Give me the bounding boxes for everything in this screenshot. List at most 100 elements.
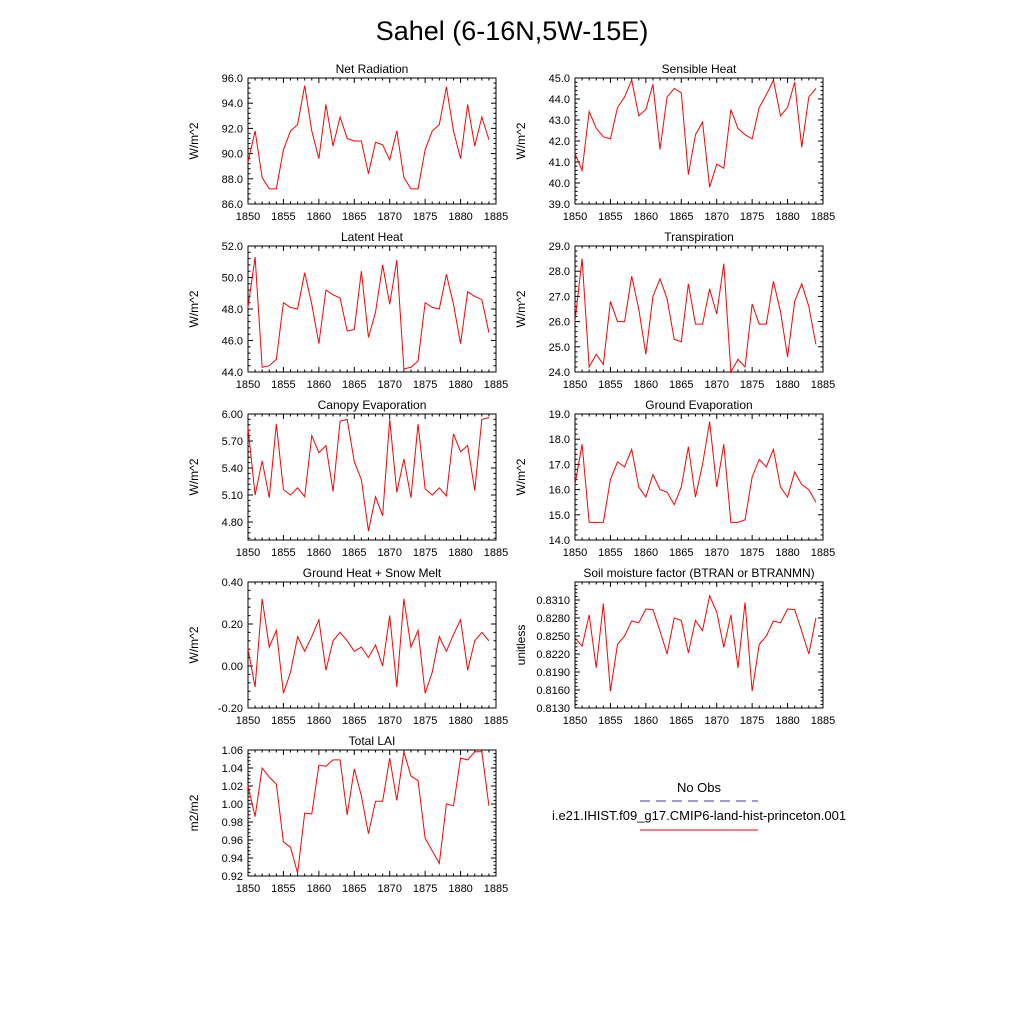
plot-frame: [247, 413, 497, 541]
x-tick-label: 1860: [634, 211, 658, 223]
x-tick-label: 1850: [236, 547, 260, 559]
x-tick-label: 1855: [271, 211, 295, 223]
x-tick-label: 1885: [484, 379, 508, 391]
x-tick-label: 1850: [236, 715, 260, 727]
x-tick-label: 1855: [271, 379, 295, 391]
x-tick-label: 1855: [598, 211, 622, 223]
x-tick-label: 1880: [775, 211, 799, 223]
x-tick-label: 1870: [377, 547, 401, 559]
plot-frame: [574, 581, 824, 709]
y-tick-label: 0.8160: [536, 685, 570, 697]
y-tick-label: 46.0: [222, 336, 243, 348]
plot-frame: [574, 413, 824, 541]
x-tick-label: 1850: [563, 715, 587, 727]
y-axis-label: W/m^2: [187, 122, 201, 159]
series-line: [574, 258, 817, 374]
x-tick-label: 1850: [563, 211, 587, 223]
y-tick-label: 90.0: [222, 149, 243, 161]
y-tick-label: 94.0: [222, 98, 243, 110]
y-tick-label: 1.06: [222, 745, 243, 757]
legend-label-no-obs: No Obs: [677, 780, 722, 795]
panel-title: Soil moisture factor (BTRAN or BTRANMN): [583, 566, 814, 580]
y-tick-label: 27.0: [549, 291, 570, 303]
series-line: [247, 751, 490, 874]
x-tick-label: 1865: [342, 547, 366, 559]
y-tick-label: -0.20: [218, 703, 243, 715]
x-tick-label: 1860: [307, 379, 331, 391]
x-tick-label: 1875: [413, 715, 437, 727]
y-tick-label: 0.8220: [536, 649, 570, 661]
x-tick-label: 1880: [775, 715, 799, 727]
y-tick-label: 25.0: [549, 342, 570, 354]
y-tick-label: 16.0: [549, 485, 570, 497]
y-tick-label: 14.0: [549, 535, 570, 547]
x-tick-label: 1885: [811, 379, 835, 391]
y-tick-label: 17.0: [549, 459, 570, 471]
x-tick-label: 1880: [775, 547, 799, 559]
y-tick-label: 28.0: [549, 266, 570, 278]
y-tick-label: 0.40: [222, 577, 243, 589]
y-tick-label: 44.0: [549, 94, 570, 106]
panel-title: Latent Heat: [341, 230, 404, 244]
panel-6: Ground Heat + Snow Melt W/m^2 1850 1855 1860…: [187, 566, 508, 727]
panel-4: Canopy Evaporation W/m^2 1850 1855 1860 1865 1…: [187, 398, 508, 559]
x-tick-label: 1870: [704, 211, 728, 223]
y-tick-label: 41.0: [549, 157, 570, 169]
y-tick-label: 48.0: [222, 304, 243, 316]
x-tick-label: 1875: [740, 547, 764, 559]
x-tick-label: 1860: [307, 715, 331, 727]
x-tick-label: 1880: [448, 715, 472, 727]
panel-title: Sensible Heat: [662, 62, 737, 76]
y-tick-label: 0.94: [222, 853, 243, 865]
x-tick-label: 1870: [377, 715, 401, 727]
y-tick-label: 1.00: [222, 799, 243, 811]
y-tick-label: 26.0: [549, 317, 570, 329]
x-tick-label: 1850: [236, 379, 260, 391]
x-tick-label: 1870: [704, 547, 728, 559]
y-tick-label: 0.20: [222, 619, 243, 631]
x-tick-label: 1860: [634, 379, 658, 391]
y-tick-label: 4.80: [222, 517, 243, 529]
panel-title: Transpiration: [664, 230, 734, 244]
y-tick-label: 40.0: [549, 178, 570, 190]
y-tick-label: 29.0: [549, 241, 570, 253]
y-axis-label: m2/m2: [187, 794, 201, 831]
x-tick-label: 1885: [484, 547, 508, 559]
y-tick-label: 42.0: [549, 136, 570, 148]
y-tick-label: 45.0: [549, 73, 570, 85]
x-tick-label: 1885: [484, 883, 508, 895]
panel-8: Total LAI m2/m2 1850 1855 1860 1865 1870 1875 18…: [187, 734, 508, 895]
panel-1: Sensible Heat W/m^2 1850 1855 1860 1865 1870 18…: [514, 62, 835, 223]
x-tick-label: 1860: [634, 547, 658, 559]
panel-2: Latent Heat W/m^2 1850 1855 1860 1865 1870 1875…: [187, 230, 508, 391]
x-tick-label: 1865: [669, 715, 693, 727]
x-tick-label: 1865: [342, 379, 366, 391]
plot-frame: [247, 581, 497, 709]
plot-frame: [574, 77, 824, 205]
y-tick-label: 15.0: [549, 510, 570, 522]
x-tick-label: 1875: [413, 211, 437, 223]
x-tick-label: 1855: [598, 715, 622, 727]
panel-7: Soil moisture factor (BTRAN or BTRANMN) u…: [514, 566, 835, 727]
panel-5: Ground Evaporation W/m^2 1850 1855 1860 1865 1…: [514, 398, 835, 559]
x-tick-label: 1880: [448, 379, 472, 391]
y-tick-label: 1.04: [222, 763, 243, 775]
x-tick-label: 1855: [598, 379, 622, 391]
panel-3: Transpiration W/m^2 1850 1855 1860 1865 1870 18…: [514, 230, 835, 391]
x-tick-label: 1880: [448, 883, 472, 895]
x-tick-label: 1865: [342, 211, 366, 223]
y-tick-label: 86.0: [222, 199, 243, 211]
x-tick-label: 1880: [448, 211, 472, 223]
series-line: [574, 78, 817, 188]
x-tick-label: 1860: [307, 883, 331, 895]
y-tick-label: 0.96: [222, 835, 243, 847]
panels: Net Radiation W/m^2 1850 1855 1860 1865 1870 18…: [187, 62, 835, 895]
x-tick-label: 1885: [811, 211, 835, 223]
plot-frame: [574, 245, 824, 373]
x-tick-label: 1875: [740, 379, 764, 391]
x-tick-label: 1880: [775, 379, 799, 391]
series-line: [247, 256, 490, 370]
x-tick-label: 1870: [377, 379, 401, 391]
x-tick-label: 1870: [377, 883, 401, 895]
